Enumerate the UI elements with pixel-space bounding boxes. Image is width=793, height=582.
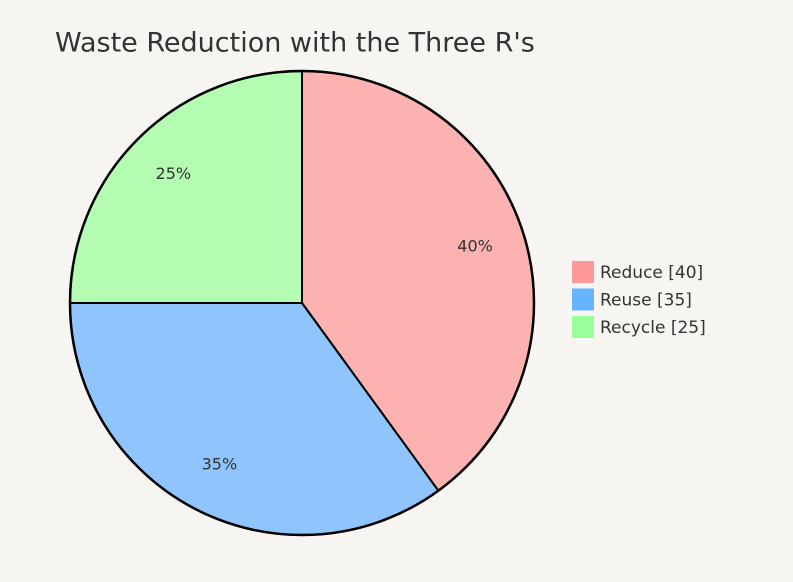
- legend-swatch: [572, 261, 594, 283]
- legend-label: Recycle [25]: [600, 318, 706, 338]
- slice-label: 40%: [457, 236, 493, 255]
- chart-title: Waste Reduction with the Three R's: [55, 28, 535, 59]
- legend-label: Reduce [40]: [600, 263, 703, 283]
- legend-label: Reuse [35]: [600, 291, 692, 311]
- slice-label: 25%: [156, 164, 192, 183]
- pie-outline: [68, 69, 536, 537]
- legend-swatch: [572, 316, 594, 338]
- legend-swatch: [572, 288, 594, 311]
- slice-label: 35%: [202, 455, 238, 474]
